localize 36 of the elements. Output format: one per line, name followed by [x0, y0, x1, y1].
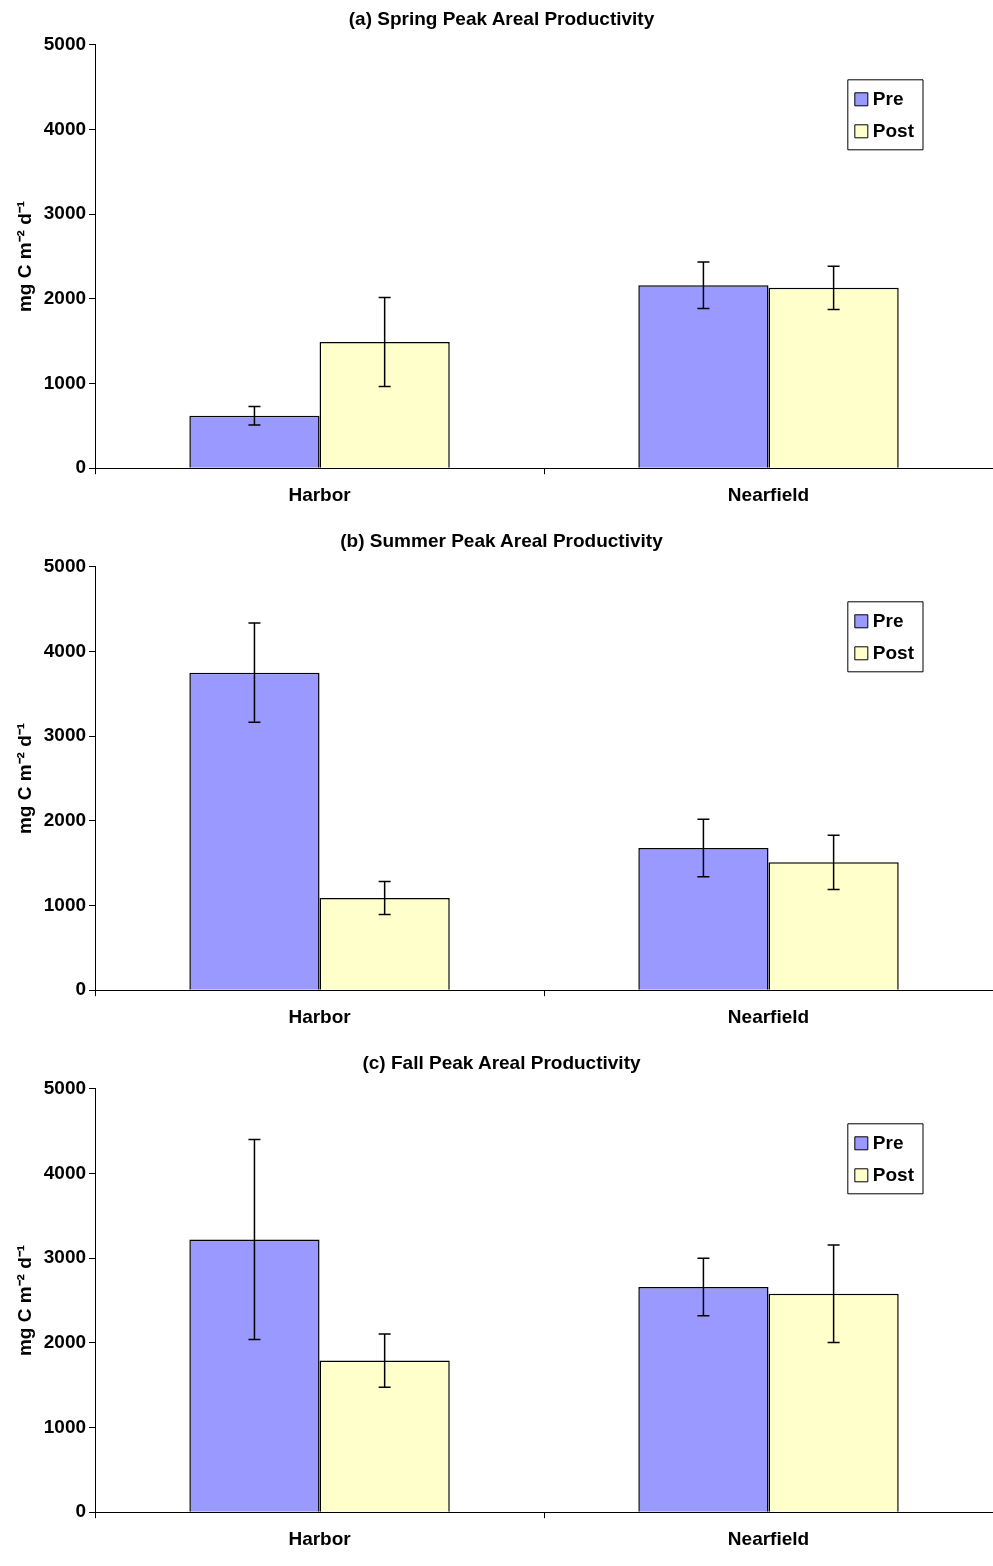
y-tick-label: 3000: [43, 202, 87, 224]
y-tick-label: 3000: [43, 724, 87, 746]
chart-title: (b) Summer Peak Areal Productivity: [340, 529, 664, 551]
x-tick-label: Harbor: [288, 483, 352, 505]
legend-label: Post: [872, 120, 915, 142]
legend-label: Pre: [872, 1132, 904, 1154]
y-tick-label: 3000: [43, 1246, 87, 1268]
y-tick-label: 0: [75, 456, 87, 478]
legend-label: Post: [872, 642, 915, 664]
y-tick-label: 2000: [43, 809, 87, 831]
y-axis-title: mg C m⁻² d⁻¹: [13, 722, 35, 835]
legend-label: Pre: [872, 88, 904, 110]
legend-label: Pre: [872, 610, 904, 632]
y-tick-label: 1000: [43, 893, 87, 915]
y-tick-label: 4000: [43, 1161, 87, 1183]
y-tick-label: 0: [75, 1500, 87, 1522]
chart-title: (a) Spring Peak Areal Productivity: [348, 7, 655, 29]
y-tick-label: 1000: [43, 371, 87, 393]
y-tick-label: 5000: [43, 555, 87, 577]
y-tick-label: 2000: [43, 1331, 87, 1353]
y-tick-label: 4000: [43, 117, 87, 139]
y-tick-label: 0: [75, 978, 87, 1000]
x-tick-label: Nearfield: [727, 1005, 810, 1027]
x-tick-label: Harbor: [288, 1005, 352, 1027]
x-tick-label: Nearfield: [727, 483, 810, 505]
x-tick-label: Nearfield: [727, 1527, 810, 1549]
y-tick-label: 4000: [43, 639, 87, 661]
y-tick-label: 5000: [43, 1077, 87, 1099]
y-tick-label: 2000: [43, 287, 87, 309]
y-tick-label: 1000: [43, 1415, 87, 1437]
y-axis-title: mg C m⁻² d⁻¹: [13, 200, 35, 313]
legend-label: Post: [872, 1164, 915, 1186]
x-tick-label: Harbor: [288, 1527, 352, 1549]
y-tick-label: 5000: [43, 33, 87, 55]
chart-title: (c) Fall Peak Areal Productivity: [362, 1051, 641, 1073]
y-axis-title: mg C m⁻² d⁻¹: [13, 1244, 35, 1357]
